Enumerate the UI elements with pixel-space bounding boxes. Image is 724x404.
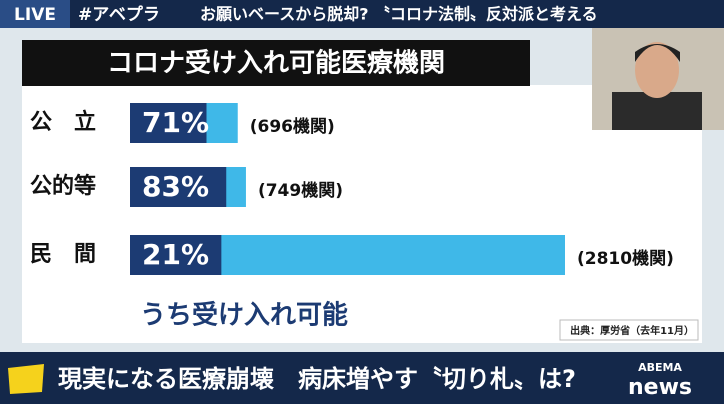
count-label: (749機関) <box>258 180 343 201</box>
person-head <box>635 42 679 98</box>
share-label: 71% <box>142 106 209 139</box>
video-inset <box>592 28 724 130</box>
person-hair <box>635 44 680 62</box>
hashtag: #アベプラ <box>78 4 160 25</box>
caption-icon <box>8 364 44 394</box>
chart-title: コロナ受け入れ可能医療機関 <box>107 48 445 79</box>
logo-top: ABEMA <box>638 361 682 374</box>
share-label: 21% <box>142 238 209 271</box>
bar-share <box>130 235 222 275</box>
caption: 現実になる医療崩壊 病床増やす〝切り札〟は? <box>58 365 576 393</box>
title-bar <box>22 40 530 86</box>
source: 出典：厚労省（去年11月） <box>570 324 694 337</box>
top-bar <box>0 0 724 28</box>
live-badge <box>0 0 70 28</box>
category-label: 公的等 <box>30 173 96 199</box>
live: LIVE <box>14 5 56 25</box>
share-label: 83% <box>142 170 209 203</box>
logo-bottom: news <box>628 375 692 400</box>
bottom-bar <box>0 352 724 404</box>
count-label: (2810機関) <box>577 248 674 269</box>
source-box <box>559 319 699 341</box>
bar-share <box>130 167 227 207</box>
category-label: 公 立 <box>30 109 96 135</box>
bar-share <box>130 103 207 143</box>
person-body <box>612 92 702 130</box>
count-label: (696機関) <box>250 116 335 137</box>
legend-share: うち受け入れ可能 <box>140 300 348 331</box>
headline: お願いベースから脱却? 〝コロナ法制〟反対派と考える <box>200 5 598 24</box>
category-label: 民 間 <box>30 242 96 267</box>
